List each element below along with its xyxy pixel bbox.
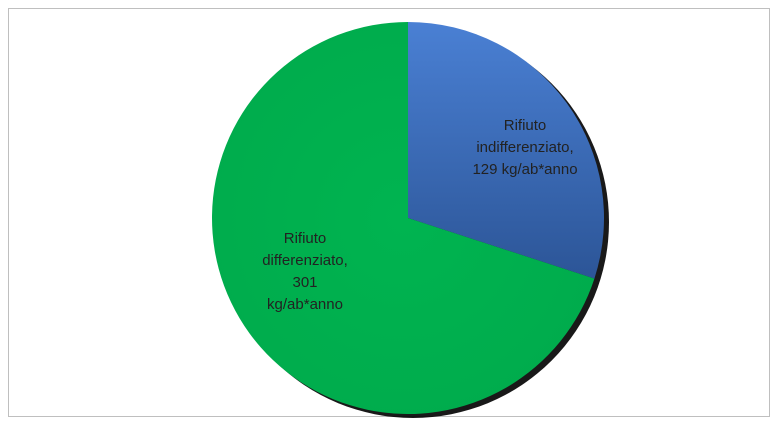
pie-slice bbox=[408, 22, 604, 279]
plot-area: Rifiuto indifferenziato, 129 kg/ab*annoRif… bbox=[211, 22, 609, 418]
data-label-line: Rifiuto bbox=[504, 117, 547, 134]
data-label: Rifiuto differenziato, 301 kg/ab*anno bbox=[262, 230, 348, 313]
pie-slice bbox=[211, 22, 595, 414]
data-label-line: differenziato, bbox=[262, 252, 348, 269]
data-label-line: Rifiuto bbox=[284, 230, 327, 247]
data-label-line: kg/ab*anno bbox=[267, 296, 343, 313]
data-label-line: 129 kg/ab*anno bbox=[472, 161, 577, 178]
data-label-line: 301 bbox=[292, 274, 317, 291]
data-label-line: indifferenziato, bbox=[476, 139, 573, 156]
data-label: Rifiuto indifferenziato, 129 kg/ab*anno bbox=[472, 117, 577, 178]
